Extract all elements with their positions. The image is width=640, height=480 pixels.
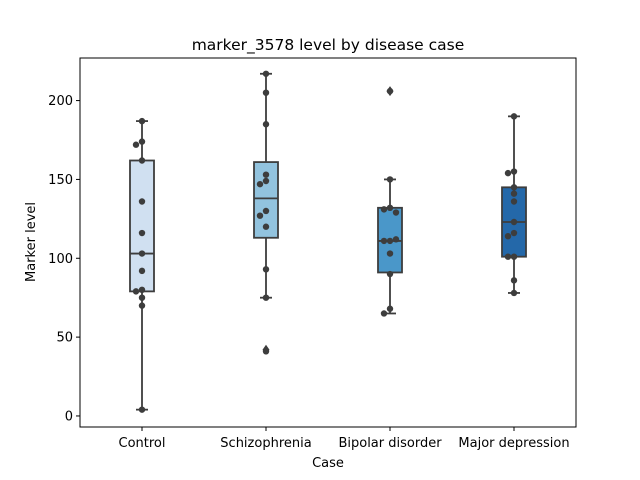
plot-area — [129, 70, 527, 413]
data-point — [262, 171, 270, 178]
swarm-points — [132, 117, 146, 413]
x-tick-label: Bipolar disorder — [338, 436, 442, 451]
data-point — [510, 198, 518, 205]
x-tick-label: Control — [119, 436, 166, 451]
swarm-points — [504, 113, 518, 297]
data-point — [504, 253, 512, 260]
data-point — [256, 212, 264, 219]
data-point — [504, 232, 512, 240]
data-point — [510, 113, 518, 120]
data-point — [380, 206, 388, 213]
data-point — [132, 288, 140, 295]
data-point — [386, 270, 394, 278]
data-point — [510, 277, 518, 284]
data-point — [262, 70, 270, 77]
axes-frame — [79, 57, 577, 428]
y-tick-label: 100 — [48, 252, 73, 267]
data-point — [510, 289, 518, 297]
data-point — [138, 157, 146, 164]
data-point — [510, 168, 518, 175]
data-point — [386, 204, 394, 212]
data-point — [138, 198, 146, 205]
swarm-points — [380, 87, 400, 317]
y-tick-label: 50 — [56, 331, 73, 346]
y-axis: 0 50 100 150 200 — [48, 94, 80, 424]
data-point — [386, 176, 394, 183]
data-point — [132, 141, 140, 148]
data-point — [138, 267, 146, 275]
data-point — [510, 229, 518, 237]
data-point — [504, 169, 512, 177]
y-axis-label: Marker level — [24, 202, 39, 282]
data-point — [262, 223, 270, 230]
y-tick-label: 200 — [48, 94, 73, 109]
data-point — [262, 121, 270, 128]
data-point — [510, 190, 518, 197]
data-point — [138, 250, 146, 257]
data-point — [380, 310, 388, 317]
data-point — [392, 209, 400, 216]
data-point — [386, 87, 394, 95]
data-point — [262, 89, 270, 96]
x-tick-label: Major depression — [458, 436, 569, 451]
data-point — [386, 250, 394, 257]
chart-title: marker_3578 level by disease case — [192, 36, 465, 55]
data-point — [138, 117, 146, 125]
data-point — [138, 138, 146, 145]
y-tick-label: 0 — [65, 409, 73, 424]
data-point — [262, 348, 270, 355]
data-point — [510, 253, 518, 260]
data-point — [510, 184, 518, 191]
data-point — [138, 294, 146, 301]
data-point — [380, 237, 388, 245]
data-point — [386, 237, 394, 245]
data-point — [386, 305, 394, 312]
data-point — [262, 266, 270, 273]
data-point — [262, 207, 270, 215]
swarm-points — [256, 70, 270, 355]
data-point — [256, 180, 264, 188]
data-point — [138, 229, 146, 237]
data-point — [510, 218, 518, 226]
data-point — [262, 177, 270, 185]
y-tick-label: 150 — [48, 173, 73, 188]
data-point — [138, 286, 146, 294]
data-point — [138, 406, 146, 413]
data-point — [262, 294, 270, 301]
x-axis-label: Case — [312, 456, 344, 471]
x-tick-label: Schizophrenia — [220, 436, 311, 451]
box-group — [253, 72, 279, 355]
data-point — [392, 236, 400, 243]
data-point — [138, 302, 146, 309]
x-axis: Control Schizophrenia Bipolar disorder Majo… — [119, 427, 570, 451]
